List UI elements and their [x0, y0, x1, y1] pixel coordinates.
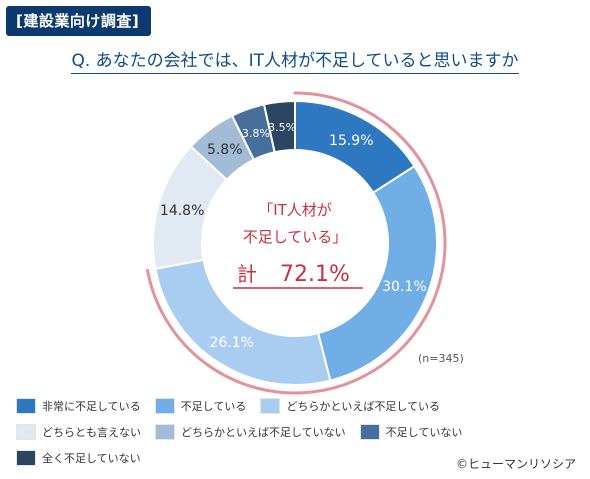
legend-item-4: どちらとも言えない [16, 424, 141, 440]
chart-legend: 非常に不足している 不足している どちらかといえば不足しているどちらとも言えない どち… [16, 398, 586, 466]
copyright-text: ©ヒューマンリソシア [455, 457, 576, 471]
center-total-label: 計 [237, 262, 257, 286]
legend-label: 不足していない [385, 426, 463, 439]
slice-label-4: 14.8% [160, 203, 204, 219]
legend-swatch [16, 424, 36, 440]
legend-label: どちらかといえば不足していない [181, 426, 346, 439]
center-total-value: 72.1% [280, 262, 350, 287]
legend-item-5: どちらかといえば不足していない [155, 424, 346, 440]
legend-item-7: 全く不足していない [16, 450, 141, 466]
legend-item-2: 不足している [154, 398, 247, 414]
legend-item-3: どちらかといえば不足している [260, 398, 440, 414]
center-label-line1: 「IT人材が [258, 201, 332, 219]
center-label-line2: 不足している」 [243, 228, 348, 246]
survey-tag: [建設業向け調査] [6, 6, 152, 36]
legend-label: どちらとも言えない [42, 426, 141, 439]
slice-label-1: 15.9% [329, 133, 373, 149]
slice-2 [316, 164, 438, 382]
legend-item-6: 不足していない [359, 424, 463, 440]
legend-label: どちらかといえば不足している [286, 400, 441, 413]
legend-item-1: 非常に不足している [16, 398, 141, 414]
legend-label: 全く不足していない [42, 452, 141, 465]
legend-swatch [154, 398, 175, 414]
slice-label-3: 26.1% [209, 335, 253, 351]
shortage-highlight-arc [145, 91, 447, 395]
slice-label-7: 3.5% [268, 121, 296, 134]
legend-label: 非常に不足している [42, 400, 141, 413]
question-text: Q. あなたの会社では、IT人材が不足していると思いますか [71, 51, 519, 74]
legend-swatch [16, 450, 36, 466]
question-title: Q. あなたの会社では、IT人材が不足していると思いますか [0, 46, 590, 74]
slice-3 [154, 258, 332, 386]
legend-label: 不足している [180, 400, 247, 413]
slice-label-5: 5.8% [207, 142, 243, 158]
slice-label-2: 30.1% [382, 279, 426, 295]
legend-swatch [16, 398, 36, 414]
legend-swatch [359, 424, 380, 440]
legend-swatch [155, 424, 175, 440]
slice-7 [262, 99, 296, 154]
sample-size-label: (n=345) [418, 352, 464, 365]
legend-swatch [260, 398, 281, 414]
slice-label-6: 3.8% [242, 127, 270, 140]
